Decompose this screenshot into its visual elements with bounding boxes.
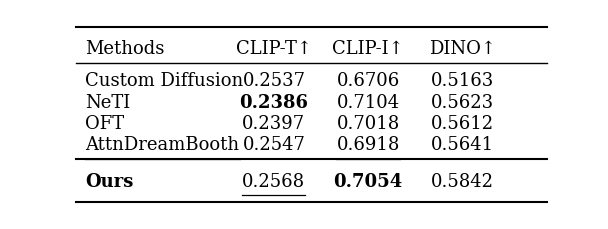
- Text: 0.2386: 0.2386: [240, 93, 308, 111]
- Text: DINO↑: DINO↑: [429, 40, 496, 58]
- Text: 0.2547: 0.2547: [243, 136, 305, 154]
- Text: NeTI: NeTI: [85, 93, 131, 111]
- Text: AttnDreamBooth: AttnDreamBooth: [85, 136, 240, 154]
- Text: Methods: Methods: [85, 40, 165, 58]
- Text: 0.5842: 0.5842: [431, 172, 494, 190]
- Text: 0.6918: 0.6918: [336, 136, 400, 154]
- Text: 0.5612: 0.5612: [431, 115, 494, 133]
- Text: 0.5623: 0.5623: [431, 93, 494, 111]
- Text: 0.5163: 0.5163: [430, 71, 494, 89]
- Text: 0.2397: 0.2397: [243, 115, 305, 133]
- Text: 0.2537: 0.2537: [243, 71, 305, 89]
- Text: 0.7104: 0.7104: [337, 93, 399, 111]
- Text: 0.7018: 0.7018: [336, 115, 400, 133]
- Text: CLIP-T↑: CLIP-T↑: [236, 40, 312, 58]
- Text: Ours: Ours: [85, 172, 134, 190]
- Text: CLIP-I↑: CLIP-I↑: [332, 40, 404, 58]
- Text: 0.6706: 0.6706: [336, 71, 400, 89]
- Text: 0.2568: 0.2568: [243, 172, 305, 190]
- Text: OFT: OFT: [85, 115, 125, 133]
- Text: Custom Diffusion: Custom Diffusion: [85, 71, 244, 89]
- Text: 0.7054: 0.7054: [334, 172, 402, 190]
- Text: 0.5641: 0.5641: [431, 136, 494, 154]
